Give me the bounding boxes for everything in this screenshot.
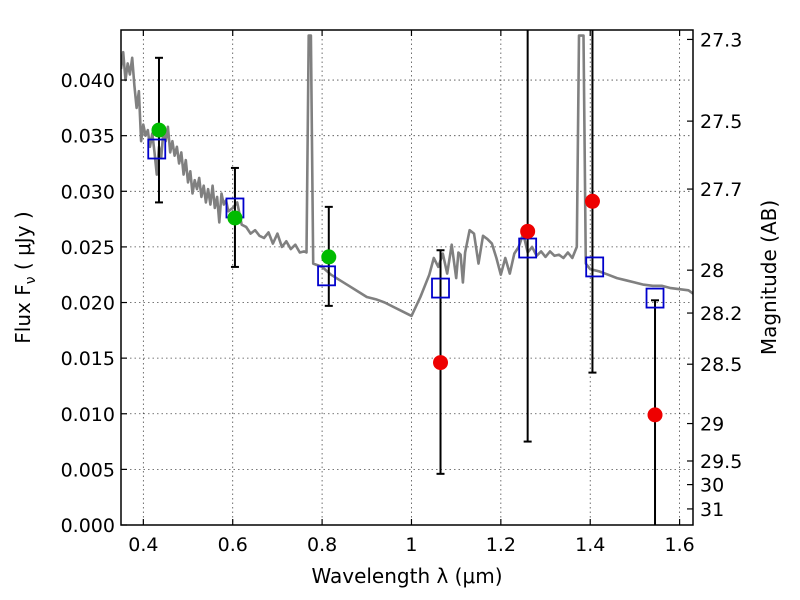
y-tick-label: 0.005 (61, 459, 115, 481)
mag-tick-label: 31 (700, 499, 724, 521)
model-square-marker (431, 277, 450, 299)
detection-point-green (227, 210, 243, 226)
detection-point-green (151, 122, 167, 138)
y-axis-label: Flux Fν ( μJy ) (11, 211, 39, 343)
y-axis-label-unit: ( μJy ) (11, 211, 35, 276)
mag-tick-label: 27.7 (700, 179, 742, 201)
axis-ticks (121, 30, 693, 526)
data-markers (147, 122, 665, 423)
model-square-marker (645, 287, 665, 309)
plot-frame (120, 29, 694, 526)
mag-tick-label: 28.2 (700, 303, 742, 325)
y-axis-label-subscript: ν (23, 276, 39, 284)
x-tick-label: 0.8 (307, 534, 337, 556)
template-spectrum (121, 34, 693, 318)
x-tick-label: 0.4 (128, 534, 158, 556)
right-axis-label: Magnitude (AB) (757, 200, 781, 355)
y-tick-label: 0.040 (61, 70, 115, 92)
y-tick-label: 0.015 (61, 348, 115, 370)
y-tick-label: 0.020 (61, 293, 115, 315)
y-axis-label-main: Flux F (11, 284, 35, 343)
x-tick-label: 1.4 (575, 534, 605, 556)
model-square-marker (585, 256, 605, 278)
mag-tick-label: 28 (700, 260, 724, 282)
template-spectrum-line (121, 34, 693, 318)
y-tick-label: 0.010 (61, 404, 115, 426)
mag-tick-label: 30 (700, 475, 724, 497)
nondetection-point-red (433, 355, 449, 371)
nondetection-point-red (520, 223, 536, 239)
detection-point-green (321, 249, 337, 265)
x-tick-label: 1 (405, 534, 417, 556)
mag-tick-label: 29.5 (700, 451, 742, 473)
model-square-marker (317, 265, 336, 287)
grid-lines (121, 30, 693, 526)
x-axis-label: Wavelength λ (μm) (311, 564, 502, 588)
x-tick-label: 1.6 (664, 534, 694, 556)
x-tick-label: 1.2 (486, 534, 516, 556)
mag-tick-label: 27.3 (700, 29, 742, 51)
x-tick-label: 0.6 (218, 534, 248, 556)
mag-tick-label: 28.5 (700, 354, 742, 376)
nondetection-point-red (647, 407, 663, 423)
nondetection-point-red (584, 193, 600, 209)
mag-tick-label: 27.5 (700, 111, 742, 133)
mag-tick-label: 29 (700, 414, 724, 436)
y-tick-label: 0.035 (61, 126, 115, 148)
model-square-marker (147, 138, 167, 160)
tick-labels: 0.4 0.6 0.8 1 1.2 1.4 1.6 0.000 0.005 0.010 0.015 0… (61, 29, 743, 556)
y-tick-label: 0.000 (61, 515, 115, 537)
y-tick-label: 0.025 (61, 237, 115, 259)
y-tick-label: 0.030 (61, 181, 115, 203)
